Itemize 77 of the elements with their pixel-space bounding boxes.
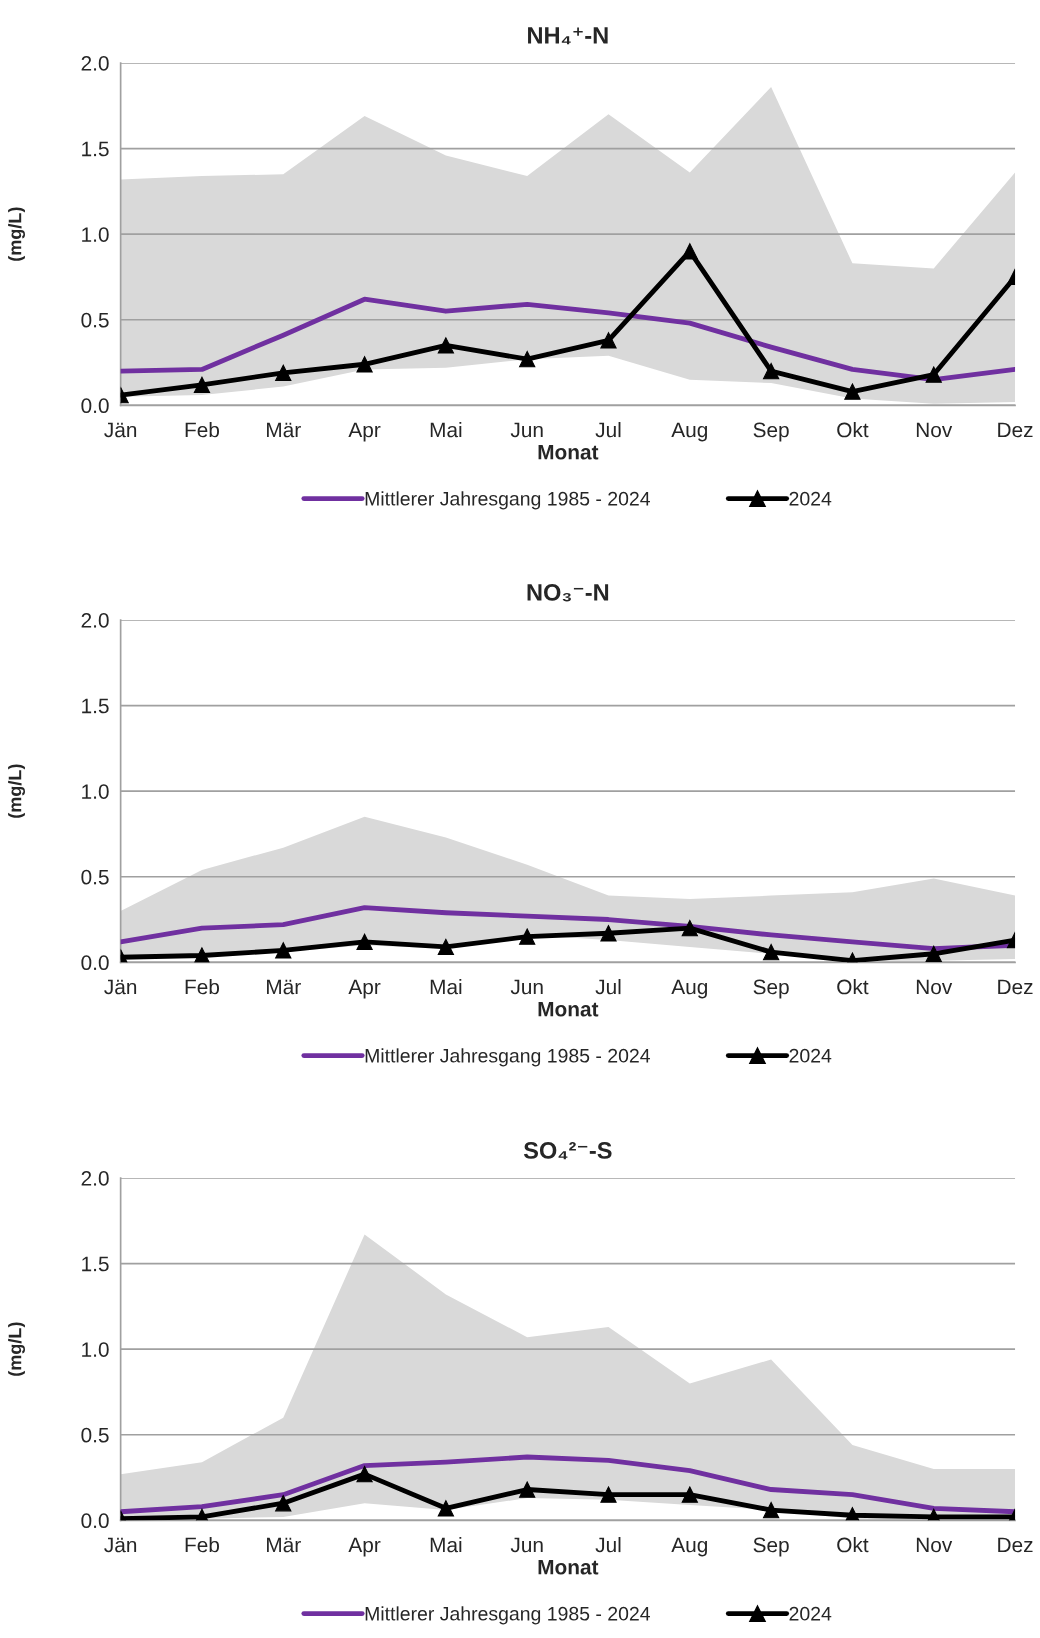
x-tick-label: Nov (916, 1537, 953, 1553)
point (356, 356, 373, 373)
x-tick-label: Jän (104, 422, 137, 438)
chart-title: SO₄²⁻-S (523, 1142, 612, 1160)
y-tick-label: 1.0 (82, 784, 109, 799)
x-tick-label: Jul (595, 422, 621, 438)
x-tick-label: Jul (595, 1537, 621, 1553)
x-tick-label: Mär (267, 422, 301, 438)
x-tick-label: Aug (671, 1537, 707, 1557)
x-axis-title: Monat (538, 444, 599, 460)
x-tick-label: Jun (510, 422, 543, 438)
x-tick-label: Jun (510, 979, 543, 995)
legend-label: Mittlerer Jahresgang 1985 - 2024 (365, 1606, 650, 1625)
x-tick-label: Okt (837, 979, 869, 995)
x-tick-label: Feb (185, 979, 220, 995)
chart-title: NH₄⁺-N (528, 27, 608, 45)
x-axis-title: Monat (538, 1559, 599, 1575)
x-tick-label: Sep (753, 422, 789, 442)
y-axis-title: (mg/L) (8, 1322, 26, 1376)
x-tick-label: Feb (185, 1537, 220, 1553)
x-tick-label: Mär (267, 979, 301, 995)
point (925, 366, 942, 383)
y-tick-label: 1.5 (82, 1256, 109, 1272)
chart-title: NO₃⁻-N (527, 584, 609, 602)
x-tick-label: Dez (998, 979, 1033, 995)
y-tick-label: 2.0 (81, 613, 109, 628)
y-tick-label: 1.5 (82, 141, 109, 157)
line-series (120, 296, 1016, 383)
y-tick-label: 0.5 (81, 1427, 109, 1443)
x-tick-label: Mai (430, 422, 462, 438)
legend-label: 2024 (789, 491, 832, 506)
y-axis-title: (mg/L) (8, 764, 26, 818)
x-tick-label: Nov (916, 979, 953, 995)
legend-label: 2024 (789, 1048, 832, 1063)
x-tick-label: Mai (430, 979, 462, 995)
x-tick-label: Okt (837, 422, 869, 438)
x-tick-label: Aug (671, 979, 707, 999)
y-tick-label: 0.5 (81, 869, 109, 885)
point (844, 383, 861, 400)
x-tick-label: Feb (185, 422, 220, 438)
y-tick-label: 0.5 (81, 312, 109, 328)
x-tick-label: Dez (998, 1537, 1033, 1553)
x-tick-label: Apr (348, 1537, 381, 1557)
y-tick-label: 1.0 (82, 1342, 109, 1357)
y-tick-label: 2.0 (81, 1171, 109, 1186)
point (519, 350, 536, 368)
legend-label: Mittlerer Jahresgang 1985 - 2024 (365, 1048, 650, 1067)
y-tick-label: 0.0 (81, 955, 109, 971)
x-tick-label: Okt (837, 1537, 869, 1553)
x-tick-label: Apr (348, 979, 381, 999)
y-tick-label: 1.0 (82, 227, 109, 242)
point (275, 364, 292, 381)
x-tick-label: Jän (104, 1537, 137, 1553)
x-tick-label: Sep (753, 1537, 789, 1557)
x-tick-label: Jän (104, 979, 137, 995)
y-axis-title: (mg/L) (8, 207, 26, 261)
x-tick-label: Nov (916, 422, 953, 438)
x-tick-label: Dez (998, 422, 1033, 438)
point (681, 243, 698, 260)
x-tick-label: Jun (510, 1537, 543, 1553)
point (193, 376, 211, 393)
x-axis-title: Monat (538, 1001, 599, 1017)
x-tick-label: Jul (595, 979, 621, 995)
point (762, 362, 780, 380)
x-tick-label: Sep (753, 979, 789, 999)
x-tick-label: Mai (430, 1537, 462, 1553)
y-tick-label: 0.0 (81, 398, 109, 414)
y-tick-label: 0.0 (81, 1513, 109, 1529)
point (600, 332, 617, 349)
point (437, 337, 455, 354)
y-tick-label: 2.0 (81, 56, 109, 71)
x-tick-label: Aug (671, 422, 707, 442)
legend-label: Mittlerer Jahresgang 1985 - 2024 (365, 491, 650, 510)
legend-label: 2024 (789, 1606, 832, 1621)
x-tick-label: Mär (267, 1537, 301, 1553)
y-tick-label: 1.5 (82, 698, 109, 714)
x-tick-label: Apr (348, 422, 381, 442)
